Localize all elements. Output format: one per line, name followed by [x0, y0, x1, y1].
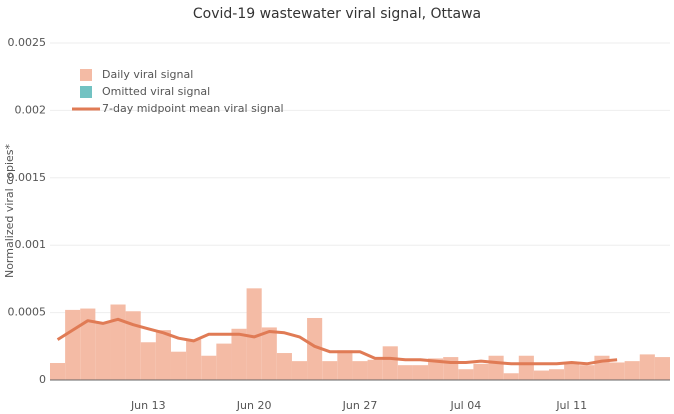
- bar: [216, 343, 232, 380]
- bar: [382, 346, 398, 380]
- bar: [412, 365, 429, 380]
- y-tick-label: 0.0015: [8, 171, 47, 184]
- bar: [609, 362, 625, 380]
- bar: [246, 288, 262, 380]
- bar: [458, 369, 474, 380]
- y-tick-label: 0.0025: [8, 36, 47, 49]
- legend-swatch: [80, 86, 92, 98]
- bar: [155, 330, 171, 380]
- bar: [639, 354, 655, 380]
- legend-label: 7-day midpoint mean viral signal: [102, 102, 284, 115]
- y-tick-label: 0.0005: [8, 306, 47, 319]
- bar: [503, 373, 519, 380]
- bar: [518, 355, 534, 380]
- bar: [261, 327, 277, 380]
- bar: [80, 308, 96, 380]
- x-tick-label: Jun 27: [342, 399, 378, 412]
- line: [56, 317, 618, 366]
- bar: [276, 353, 292, 380]
- x-tick-label: Jul 04: [449, 399, 481, 412]
- bar: [170, 351, 187, 380]
- bar: [291, 361, 308, 380]
- bar: [428, 358, 444, 380]
- legend-label: Daily viral signal: [102, 68, 193, 81]
- y-tick-label: 0.002: [15, 103, 47, 116]
- bar: [95, 322, 111, 380]
- bar: [110, 304, 126, 380]
- bar: [352, 361, 368, 380]
- bar: [533, 370, 550, 380]
- x-tick-label: Jun 13: [130, 399, 166, 412]
- bar: [564, 363, 580, 380]
- y-tick-label: 0: [39, 373, 46, 386]
- y-axis-label: Normalized viral copies*: [3, 143, 16, 278]
- bar: [307, 317, 323, 380]
- chart-title: Covid-19 wastewater viral signal, Ottawa: [193, 6, 481, 22]
- bar: [367, 359, 383, 380]
- y-tick-label: 0.001: [15, 238, 47, 251]
- legend-label: Omitted viral signal: [102, 85, 210, 98]
- bar: [125, 311, 141, 380]
- bar: [231, 328, 247, 380]
- bar: [65, 309, 81, 380]
- bar: [473, 363, 489, 380]
- bar: [624, 361, 640, 380]
- bar: [549, 369, 565, 380]
- bar: [397, 365, 413, 380]
- bar: [140, 342, 156, 380]
- x-tick-label: Jun 20: [236, 399, 272, 412]
- bar: [579, 365, 595, 380]
- bar: [186, 339, 202, 380]
- bar: [337, 350, 353, 380]
- bar: [322, 361, 338, 380]
- bar: [201, 355, 217, 380]
- bar: [488, 355, 504, 380]
- bar: [50, 363, 66, 380]
- x-tick-label: Jul 11: [555, 399, 587, 412]
- bar: [654, 357, 670, 380]
- legend-swatch: [80, 69, 92, 81]
